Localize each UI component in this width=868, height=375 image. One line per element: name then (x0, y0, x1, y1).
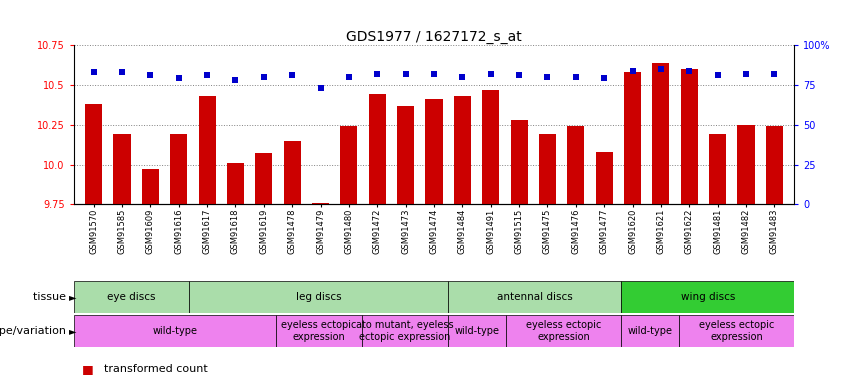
Bar (74, 315, 275, 347)
Bar (454, 96, 470, 204)
Bar (449, 281, 621, 313)
Bar (681, 69, 698, 204)
Text: wing discs: wing discs (681, 292, 735, 302)
Bar (425, 99, 443, 204)
Bar (709, 134, 727, 204)
Bar (449, 315, 506, 347)
Text: transformed count: transformed count (104, 364, 208, 374)
Bar (539, 134, 556, 204)
Bar (312, 203, 329, 204)
Text: genotype/variation: genotype/variation (0, 326, 69, 336)
Text: leg discs: leg discs (296, 292, 341, 302)
Text: ato mutant, eyeless
ectopic expression: ato mutant, eyeless ectopic expression (357, 320, 454, 342)
Bar (621, 281, 794, 313)
Bar (227, 163, 244, 204)
Bar (766, 126, 783, 204)
Bar (189, 281, 449, 313)
Bar (653, 63, 669, 204)
Bar (738, 124, 754, 204)
Bar (199, 96, 215, 204)
Text: ►: ► (69, 326, 77, 336)
Bar (624, 72, 641, 204)
Bar (506, 315, 621, 347)
Bar (362, 315, 449, 347)
Text: antennal discs: antennal discs (497, 292, 573, 302)
Text: ►: ► (69, 292, 77, 302)
Text: eyeless ectopic
expression: eyeless ectopic expression (281, 320, 357, 342)
Text: wild-type: wild-type (152, 326, 197, 336)
Bar (85, 104, 102, 204)
Bar (679, 315, 794, 347)
Text: ■: ■ (82, 363, 98, 375)
Bar (340, 126, 358, 204)
Text: eyeless ectopic
expression: eyeless ectopic expression (526, 320, 602, 342)
Text: eyeless ectopic
expression: eyeless ectopic expression (699, 320, 774, 342)
Bar (141, 169, 159, 204)
Bar (483, 90, 499, 204)
Bar (568, 126, 584, 204)
Bar (398, 106, 414, 204)
Bar (114, 134, 130, 204)
Text: tissue: tissue (33, 292, 69, 302)
Bar (275, 315, 362, 347)
Title: GDS1977 / 1627172_s_at: GDS1977 / 1627172_s_at (346, 30, 522, 44)
Bar (284, 141, 300, 204)
Bar (510, 120, 528, 204)
Text: eye discs: eye discs (107, 292, 155, 302)
Bar (369, 94, 385, 204)
Bar (74, 281, 189, 313)
Bar (621, 315, 679, 347)
Bar (170, 134, 187, 204)
Bar (255, 153, 273, 204)
Text: wild-type: wild-type (628, 326, 673, 336)
Bar (595, 152, 613, 204)
Text: wild-type: wild-type (455, 326, 500, 336)
